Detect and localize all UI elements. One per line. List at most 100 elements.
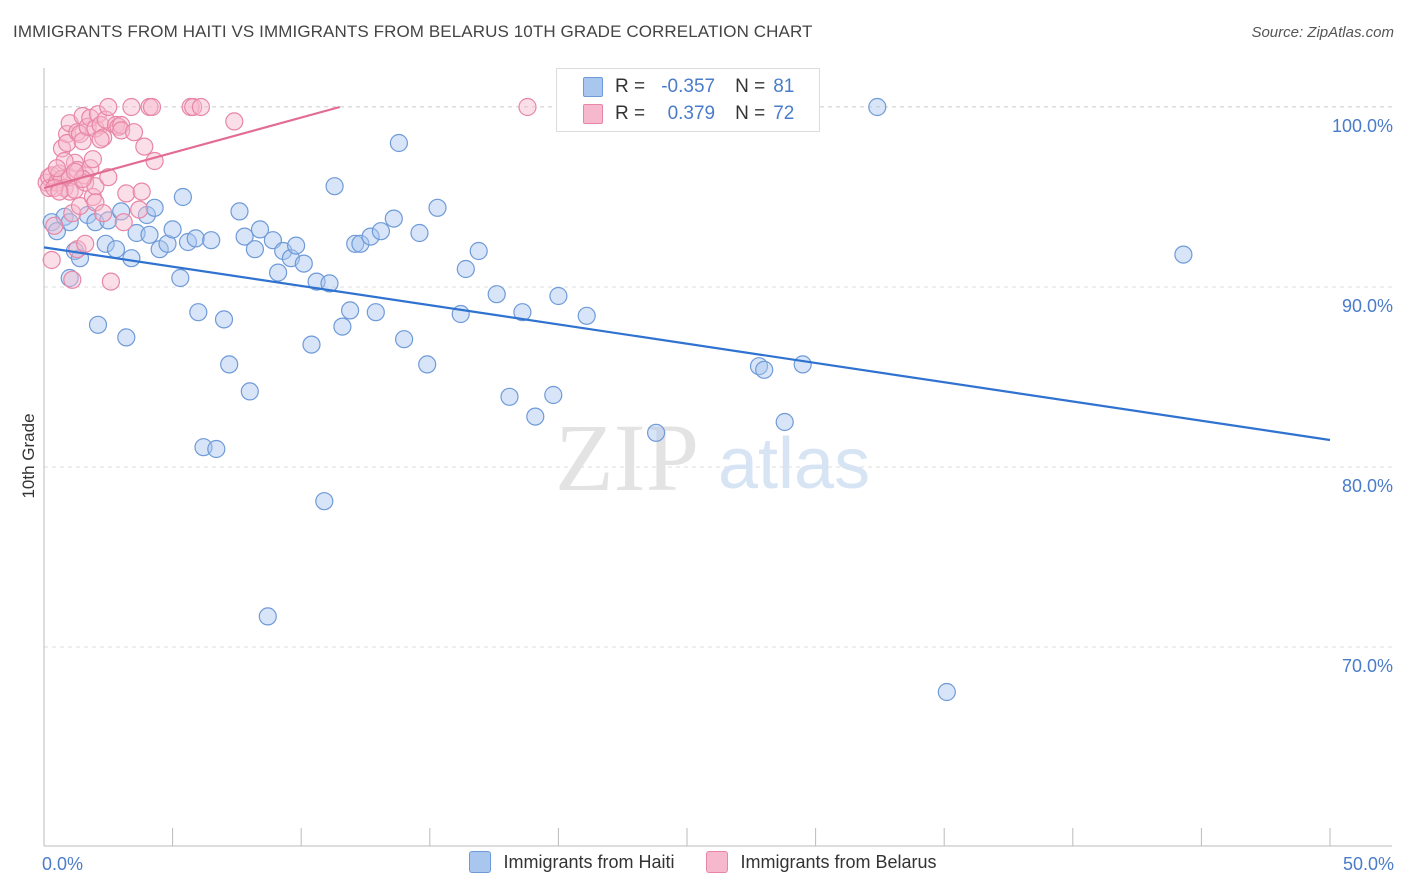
haiti-point <box>526 407 545 426</box>
legend-n-label: N = <box>735 76 766 97</box>
belarus-point <box>70 196 90 216</box>
haiti-point <box>346 234 365 253</box>
belarus-point <box>99 97 118 117</box>
haiti-point <box>775 412 794 432</box>
belarus-point <box>91 130 110 149</box>
series-swatch-belarus <box>706 851 729 873</box>
legend-row-haiti: R = -0.357 N = 81 <box>583 74 794 100</box>
haiti-point <box>1174 245 1193 264</box>
haiti-point <box>793 355 812 374</box>
belarus-point <box>73 106 92 126</box>
tick-labels: 100.0% 90.0% 80.0% 70.0% 0.0% 50.0% <box>42 116 1394 874</box>
haiti-point <box>341 301 360 320</box>
series-legend-belarus[interactable]: Immigrants from Belarus <box>706 851 937 873</box>
belarus-point <box>45 216 64 235</box>
haiti-point <box>333 317 352 336</box>
belarus-point <box>47 159 67 178</box>
series-label-haiti: Immigrants from Haiti <box>503 851 675 872</box>
haiti-point <box>112 202 131 221</box>
haiti-point <box>173 187 192 207</box>
legend-n-value: 72 <box>773 103 795 124</box>
haiti-point <box>106 240 126 259</box>
series-legend-haiti[interactable]: Immigrants from Haiti <box>469 851 674 873</box>
haiti-point <box>117 328 136 347</box>
haiti-point <box>351 234 370 253</box>
haiti-point <box>500 387 519 406</box>
haiti-point <box>158 234 177 253</box>
haiti-point <box>755 360 774 379</box>
haiti-point <box>207 439 226 459</box>
haiti-point <box>361 227 380 246</box>
haiti-point <box>258 607 277 626</box>
haiti-point <box>287 236 306 255</box>
legend-r-label: R = <box>615 76 646 97</box>
series-legend: Immigrants from Haiti Immigrants from Be… <box>0 851 1406 873</box>
stats-legend: R = -0.357 N = 81 R = 0.379 N = 72 <box>556 68 820 132</box>
series-label-belarus: Immigrants from Belarus <box>740 851 937 872</box>
belarus-point <box>94 128 113 147</box>
belarus-point <box>114 213 133 232</box>
data-points <box>37 97 1193 702</box>
belarus-point <box>142 97 162 117</box>
legend-swatch-haiti <box>583 77 603 97</box>
haiti-point <box>145 198 164 217</box>
belarus-point <box>225 112 244 131</box>
source-label: Source: ZipAtlas.com <box>1251 24 1394 41</box>
haiti-point <box>937 682 956 702</box>
haiti-point <box>320 274 339 293</box>
belarus-point <box>63 204 82 223</box>
belarus-point <box>42 250 61 270</box>
belarus-point <box>122 97 141 117</box>
belarus-point <box>94 204 113 223</box>
belarus-point <box>73 132 92 151</box>
haiti-point <box>122 249 141 268</box>
belarus-point <box>68 123 87 142</box>
belarus-point <box>76 234 95 253</box>
haiti-point <box>189 303 208 322</box>
axes <box>43 68 1392 847</box>
haiti-point <box>171 268 190 288</box>
haiti-point <box>163 220 182 239</box>
haiti-point <box>366 303 385 322</box>
haiti-point <box>88 315 108 334</box>
grid-lines <box>44 106 1392 648</box>
haiti-point <box>230 202 249 221</box>
haiti-point <box>418 355 437 374</box>
x-tick-label: 0.0% <box>42 854 83 874</box>
legend-swatch-belarus <box>583 104 603 124</box>
haiti-point <box>395 330 414 349</box>
haiti-point <box>384 209 403 228</box>
haiti-point <box>294 254 313 273</box>
watermark-atlas: atlas <box>718 424 870 504</box>
haiti-point <box>371 222 390 241</box>
legend-n-value: 81 <box>773 76 795 97</box>
haiti-point <box>140 225 159 244</box>
haiti-point <box>220 355 239 374</box>
haiti-point <box>549 286 568 306</box>
y-tick-label: 90.0% <box>1342 296 1393 316</box>
series-swatch-haiti <box>469 851 492 873</box>
haiti-point <box>240 382 259 401</box>
haiti-point <box>577 306 596 325</box>
belarus-point <box>63 270 82 289</box>
belarus-point <box>184 97 203 117</box>
y-tick-label: 100.0% <box>1332 116 1393 136</box>
y-tick-label: 70.0% <box>1342 656 1393 676</box>
legend-row-belarus: R = 0.379 N = 72 <box>583 101 794 127</box>
haiti-point <box>186 229 205 248</box>
haiti-point <box>250 220 270 239</box>
haiti-point <box>235 227 254 246</box>
belarus-trend-line <box>43 105 341 190</box>
legend-r-value: 0.379 <box>667 103 716 124</box>
haiti-point <box>456 259 475 279</box>
belarus-point <box>191 97 210 117</box>
watermark: ZIP atlas <box>555 404 870 511</box>
chart-title: IMMIGRANTS FROM HAITI VS IMMIGRANTS FROM… <box>13 22 813 41</box>
belarus-point <box>117 184 136 203</box>
belarus-point <box>130 200 149 219</box>
haiti-point <box>60 268 79 288</box>
belarus-point <box>518 97 537 117</box>
x-tick-label: 50.0% <box>1343 854 1394 874</box>
haiti-point <box>96 234 115 253</box>
